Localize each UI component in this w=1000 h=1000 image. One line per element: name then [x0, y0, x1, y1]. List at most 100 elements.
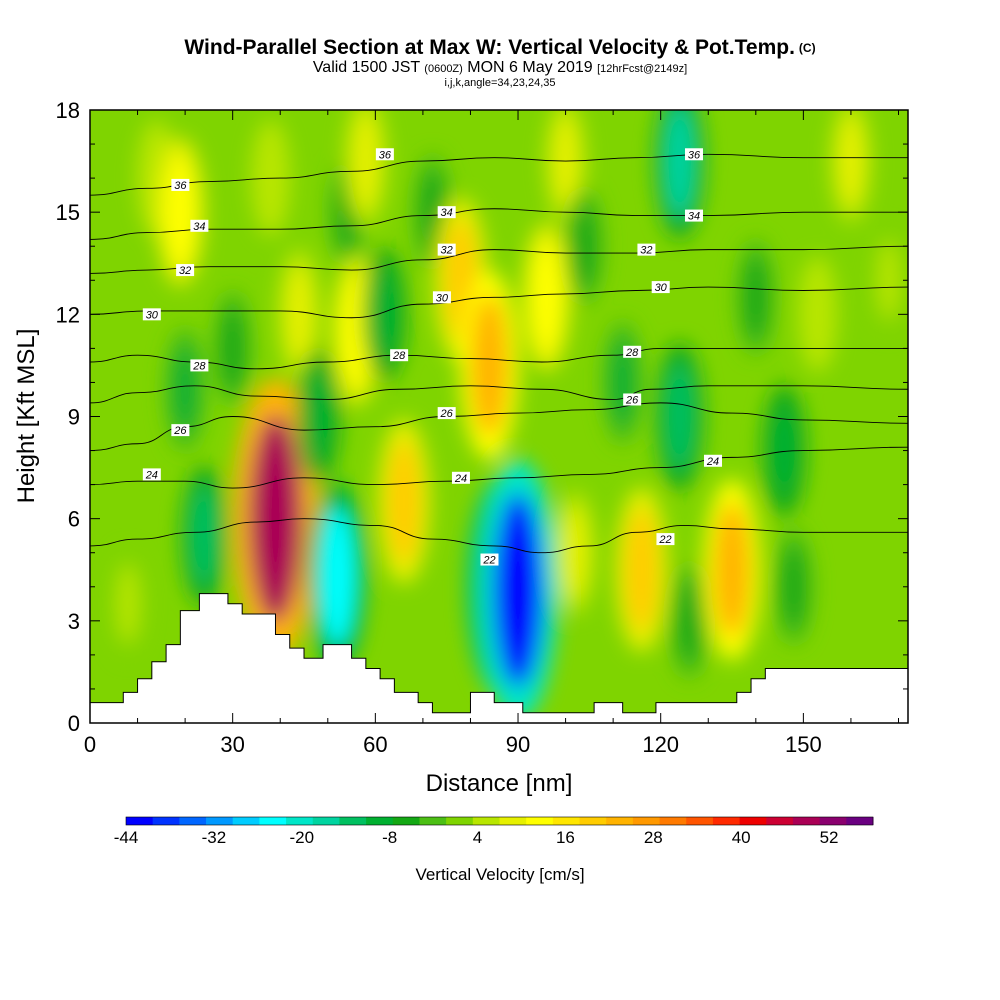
contour-label: 34 [441, 207, 453, 219]
velocity-cell [677, 577, 702, 664]
colorbar-swatch [152, 817, 180, 825]
colorbar-swatch [579, 817, 607, 825]
contour-label: 34 [688, 211, 700, 223]
colorbar-swatch [819, 817, 847, 825]
colorbar-swatch [312, 817, 340, 825]
contour-label: 30 [436, 292, 449, 304]
contour-label: 28 [192, 360, 206, 372]
y-tick-label: 18 [56, 98, 80, 123]
contour-label-bg [623, 345, 642, 358]
y-tick-label: 15 [56, 200, 80, 225]
contour-label-bg [451, 471, 470, 484]
contour-label-bg [190, 219, 209, 232]
velocity-cell [220, 305, 245, 392]
colorbar-swatch [792, 817, 821, 825]
title-block: Wind-Parallel Section at Max W: Vertical… [0, 36, 1000, 89]
velocity-cell [471, 295, 508, 436]
colorbar-swatch [366, 817, 394, 825]
velocity-cell [352, 112, 380, 211]
chart-title: Wind-Parallel Section at Max W: Vertical… [184, 36, 816, 59]
contour-label-bg [142, 468, 161, 481]
valid-time: Valid 1500 JST (0600Z) MON 6 May 2019 [1… [312, 59, 688, 76]
colorbar: -44 -32 -20 -8 4 16 28 40 52 [114, 816, 874, 847]
velocity-cell [572, 203, 597, 290]
contour-label: 26 [440, 408, 454, 420]
colorbar-swatch [419, 817, 447, 825]
velocity-cell [420, 169, 445, 256]
contour-label: 36 [379, 149, 392, 161]
colorbar-swatch [339, 817, 367, 825]
velocity-cell [165, 157, 196, 268]
velocity-cell [664, 361, 695, 472]
x-tick-label: 60 [363, 732, 387, 757]
y-tick-label: 3 [68, 609, 80, 634]
colorbar-tick-label: 28 [644, 828, 663, 847]
colorbar-tick-label: -8 [382, 828, 397, 847]
velocity-cell [116, 563, 140, 644]
contour-label-bg [375, 148, 394, 161]
contour-label: 26 [173, 425, 187, 437]
colorbar-tick-label: 52 [820, 828, 839, 847]
contour-label: 32 [640, 245, 652, 257]
contour-label: 36 [688, 149, 701, 161]
colorbar-swatch [286, 817, 314, 825]
colorbar-tick-label: 40 [732, 828, 751, 847]
velocity-cell [189, 483, 219, 588]
x-axis-label: Distance [nm] [426, 770, 573, 797]
colorbar-tick-label: 16 [556, 828, 575, 847]
colorbar-swatch [446, 817, 474, 825]
colorbar-swatch [392, 817, 420, 825]
isentrope-36 [90, 153, 908, 196]
velocity-cell [805, 271, 830, 358]
contour-label-bg [390, 349, 409, 362]
isentrope-30 [90, 286, 908, 319]
velocity-cell [531, 242, 562, 353]
contour-label: 24 [706, 456, 719, 468]
contour-label-bg [684, 148, 703, 161]
contour-label: 22 [482, 555, 495, 567]
contour-label-bg [651, 281, 670, 294]
contour-label: 30 [146, 309, 159, 321]
contour-label-bg [190, 359, 209, 372]
colorbar-swatch [126, 817, 154, 825]
velocity-cell [877, 240, 901, 321]
plot-area: 36 36 36 34 34 34 32 32 32 30 30 30 28 28 28 26 26 26 24 24… [90, 110, 908, 723]
colorbar-swatch [632, 817, 661, 825]
colorbar-tick-label: -44 [114, 828, 139, 847]
contour-label-bg [623, 393, 642, 406]
velocity-cell [562, 506, 588, 599]
contour-label: 28 [392, 350, 406, 362]
colorbar-swatch [232, 817, 260, 825]
velocity-cell [625, 508, 658, 631]
colorbar-swatch [206, 817, 234, 825]
velocity-cell [770, 401, 798, 500]
contour-label: 34 [193, 221, 205, 233]
velocity-cell [248, 414, 303, 623]
contour-label-bg [171, 178, 190, 191]
colorbar-swatch [686, 817, 714, 825]
colorbar-swatch [659, 817, 687, 825]
colorbar-swatch [846, 817, 874, 825]
x-tick-label: 30 [220, 732, 244, 757]
y-tick-label: 6 [68, 507, 80, 532]
y-tick-label: 0 [68, 711, 80, 736]
contour-label-bg [142, 308, 161, 321]
x-axis: 0 30 60 90 120 150 [84, 110, 899, 757]
terrain [90, 593, 908, 723]
contour-label-bg [637, 243, 656, 256]
contour-label: 28 [625, 347, 639, 359]
x-tick-label: 0 [84, 732, 96, 757]
velocity-cell [318, 506, 356, 647]
velocity-cell [664, 110, 696, 220]
x-tick-label: 150 [785, 732, 822, 757]
copyright-mark: (C) [798, 41, 816, 55]
contour-labels: 36 36 36 34 34 34 32 32 32 30 30 30 28 28 28 26 26 26 24 24… [142, 148, 723, 567]
velocity-cell [304, 367, 332, 466]
contour-label-bg [656, 533, 675, 546]
contour-label: 36 [174, 180, 187, 192]
y-tick-label: 12 [56, 302, 80, 327]
grid-indices: i,j,k,angle=34,23,24,35 [444, 77, 556, 89]
colorbar-frame [125, 816, 874, 826]
